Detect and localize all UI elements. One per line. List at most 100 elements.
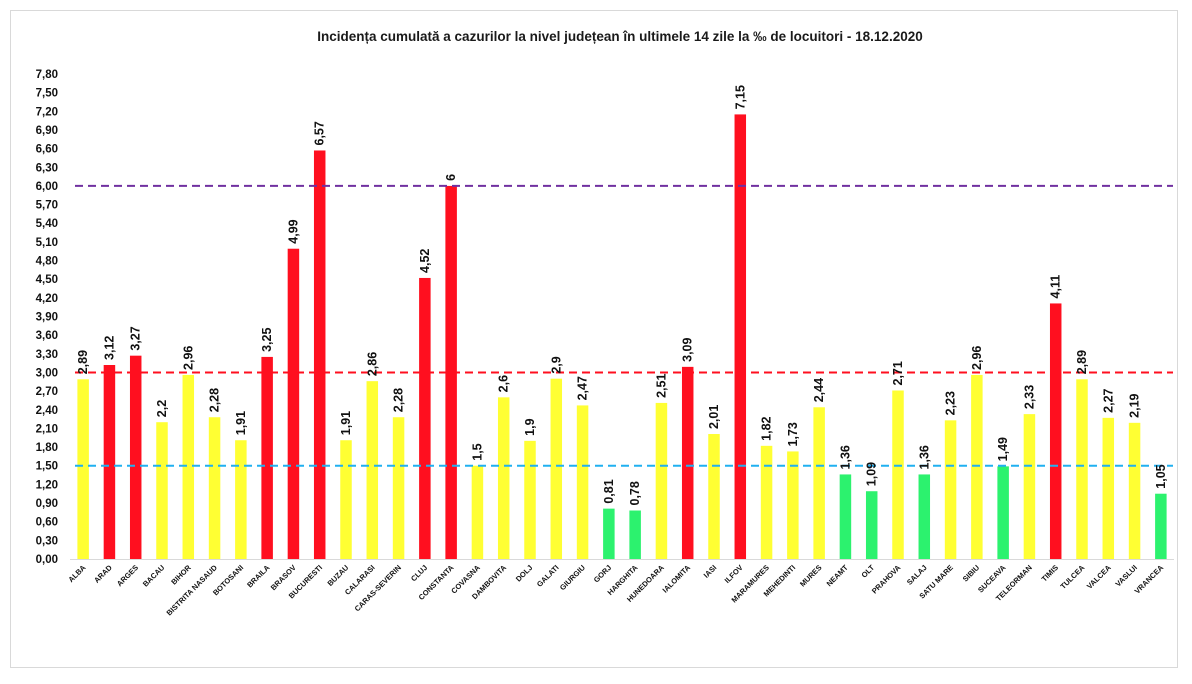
x-tick-label: BACAU xyxy=(141,563,167,589)
x-tick-label: PRAHOVA xyxy=(870,563,903,596)
x-tick-label: TULCEA xyxy=(1059,563,1087,591)
x-tick-label: GORJ xyxy=(592,563,613,584)
data-label: 2,51 xyxy=(654,374,668,398)
data-label: 2,19 xyxy=(1128,393,1142,417)
data-label: 2,28 xyxy=(208,388,222,412)
bar-brasov xyxy=(287,248,300,559)
data-label: 1,49 xyxy=(996,437,1010,461)
data-label: 3,12 xyxy=(102,336,116,360)
bar-covasna xyxy=(471,465,484,559)
data-label: 1,73 xyxy=(786,422,800,446)
y-tick-label: 6,60 xyxy=(36,144,58,156)
x-tick-label: MURES xyxy=(798,563,824,589)
y-tick-label: 7,20 xyxy=(36,106,58,118)
x-tick-label: DOLJ xyxy=(514,563,535,584)
data-label: 2,9 xyxy=(549,356,563,373)
y-tick-label: 0,60 xyxy=(36,517,58,529)
x-tick-label: IASI xyxy=(702,563,719,580)
data-label: 4,99 xyxy=(286,219,300,243)
chart-frame xyxy=(10,10,1178,668)
data-label: 2,6 xyxy=(497,375,511,392)
bar-bacau xyxy=(156,422,168,559)
bar-alba xyxy=(77,379,89,559)
x-tick-label: ALBA xyxy=(66,563,88,585)
data-label: 1,36 xyxy=(917,445,931,469)
bar-galati xyxy=(550,378,563,559)
data-label: 1,5 xyxy=(470,443,484,460)
bar-bihor xyxy=(182,374,195,559)
bar-valcea xyxy=(1102,417,1115,559)
y-tick-label: 3,60 xyxy=(36,330,58,342)
y-tick-label: 3,30 xyxy=(36,349,58,361)
bar-prahova xyxy=(892,390,904,559)
y-tick-label: 0,90 xyxy=(36,498,58,510)
reference-lines xyxy=(75,184,1173,467)
data-label: 1,36 xyxy=(838,445,852,469)
x-tick-label: BUZAU xyxy=(325,563,350,588)
bar-vrancea xyxy=(1155,493,1167,559)
bar-olt xyxy=(865,491,878,559)
y-tick-label: 6,30 xyxy=(36,162,58,174)
y-tick-label: 1,20 xyxy=(36,479,58,491)
bar-giurgiu xyxy=(576,405,589,559)
data-label: 0,81 xyxy=(602,479,616,503)
bar-constanta xyxy=(445,185,457,559)
bar-mehedinti xyxy=(787,451,799,559)
x-tick-label: SIBIU xyxy=(961,563,982,584)
bar-iasi xyxy=(708,434,720,559)
bar-dolj xyxy=(524,440,536,559)
bar-teleorman xyxy=(1023,414,1036,559)
data-label: 1,91 xyxy=(234,411,248,435)
x-tick-label: CARAS-SEVERIN xyxy=(353,563,403,613)
data-label: 2,86 xyxy=(365,352,379,376)
chart-title: Incidența cumulată a cazurilor la nivel … xyxy=(317,29,922,44)
bar-botosani xyxy=(235,440,247,559)
bar-tulcea xyxy=(1076,379,1088,559)
y-tick-label: 4,80 xyxy=(36,256,58,268)
data-label: 2,96 xyxy=(181,346,195,370)
data-label: 2,89 xyxy=(76,350,90,374)
data-label: 2,47 xyxy=(576,376,590,400)
bar-vaslui xyxy=(1128,422,1141,559)
data-label: 1,82 xyxy=(760,416,774,440)
bar-hunedoara xyxy=(655,402,668,559)
x-tick-label: ILFOV xyxy=(723,563,745,585)
x-tick-label: CLUJ xyxy=(409,563,429,583)
data-label: 2,44 xyxy=(812,378,826,402)
data-label: 4,52 xyxy=(418,249,432,273)
data-label: 0,78 xyxy=(628,481,642,505)
data-label: 2,01 xyxy=(707,405,721,429)
bar-harghita xyxy=(629,510,641,559)
bar-braila xyxy=(261,356,273,559)
bar-timis xyxy=(1049,303,1062,559)
bar-cluj xyxy=(419,277,431,559)
bar-caras-severin xyxy=(392,417,405,559)
x-tick-label: NEAMT xyxy=(825,563,851,589)
x-tick-label: ARGES xyxy=(115,563,140,588)
bar-neamt xyxy=(839,474,852,559)
x-tick-label: GIURGIU xyxy=(558,563,587,592)
data-label: 3,09 xyxy=(681,337,695,361)
data-label: 2,96 xyxy=(970,346,984,370)
data-label: 2,2 xyxy=(155,400,169,417)
bar-mures xyxy=(813,407,825,559)
bar-gorj xyxy=(603,508,615,559)
x-tick-label: GALATI xyxy=(535,563,561,589)
y-tick-label: 0,30 xyxy=(36,535,58,547)
data-label: 2,71 xyxy=(891,361,905,385)
x-tick-label: SALAJ xyxy=(905,563,929,587)
y-tick-label: 1,80 xyxy=(36,442,58,454)
y-tick-label: 7,50 xyxy=(36,88,58,100)
y-tick-label: 3,90 xyxy=(36,312,58,324)
bar-buzau xyxy=(340,440,352,559)
bar-satu-mare xyxy=(944,420,957,559)
x-tick-label: TIMIS xyxy=(1040,563,1061,584)
data-label: 2,33 xyxy=(1022,385,1036,409)
x-tick-label: IALOMITA xyxy=(661,563,693,595)
y-tick-label: 5,10 xyxy=(36,237,58,249)
bars xyxy=(77,114,1167,560)
bar-arad xyxy=(103,365,116,559)
y-tick-label: 6,00 xyxy=(36,181,58,193)
y-tick-label: 4,50 xyxy=(36,274,58,286)
